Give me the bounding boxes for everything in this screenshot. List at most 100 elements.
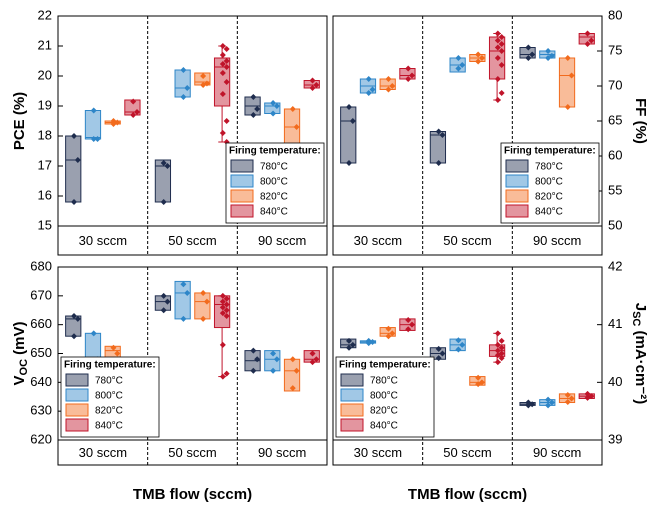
data-point: [475, 58, 482, 65]
data-point: [270, 110, 277, 117]
data-point: [200, 289, 207, 296]
data-point: [219, 130, 226, 136]
data-point: [405, 65, 412, 72]
data-point: [219, 310, 226, 317]
data-point: [164, 163, 171, 169]
legend-swatch: [65, 373, 89, 387]
data-point: [223, 295, 230, 302]
legend-swatch: [230, 159, 254, 173]
data-point: [545, 402, 552, 409]
data-point: [494, 55, 501, 61]
y-label-text: J: [632, 303, 649, 311]
data-point: [568, 395, 575, 402]
plot-frame: [332, 15, 603, 256]
data-point: [250, 367, 257, 374]
data-point: [74, 157, 81, 163]
data-point: [494, 347, 501, 354]
data-point: [545, 396, 552, 403]
category-label: 50 sccm: [443, 233, 491, 248]
data-point: [584, 394, 591, 401]
data-point: [160, 160, 167, 166]
data-point: [405, 317, 412, 324]
category-label: 30 sccm: [354, 233, 402, 248]
legend-label: 800°C: [260, 177, 288, 188]
data-point: [293, 367, 300, 374]
data-point: [584, 30, 591, 37]
data-point: [494, 30, 501, 37]
category-label: 90 sccm: [533, 233, 581, 248]
category-label: 30 sccm: [79, 233, 127, 248]
data-point: [223, 370, 230, 377]
data-point: [349, 341, 356, 348]
y-tick-label: 620: [30, 431, 52, 446]
data-point: [223, 301, 230, 308]
plot-frame: [57, 266, 328, 466]
data-point: [455, 337, 462, 344]
data-point: [133, 109, 140, 115]
data-point: [289, 385, 296, 392]
data-point: [219, 43, 226, 49]
data-point: [349, 118, 356, 124]
data-point: [90, 136, 97, 142]
y-label-text: PCE (%): [11, 92, 28, 150]
category-label: 50 sccm: [168, 445, 216, 460]
category-label: 50 sccm: [168, 233, 216, 248]
legend-label: 800°C: [95, 391, 123, 402]
data-point: [223, 64, 230, 70]
legend-swatch: [230, 174, 254, 188]
data-point: [203, 298, 210, 305]
data-point: [494, 76, 501, 82]
data-point: [405, 76, 412, 82]
data-point: [435, 160, 442, 166]
data-point: [548, 399, 555, 406]
y-tick-label: 680: [30, 258, 52, 273]
data-point: [289, 106, 296, 112]
y-tick-label: 55: [608, 182, 622, 197]
y-axis-label: PCE (%): [11, 92, 28, 150]
legend-label: 800°C: [370, 391, 398, 402]
y-tick-label: 22: [38, 7, 52, 22]
legend-swatch: [505, 159, 529, 173]
data-point: [459, 62, 466, 68]
data-point: [71, 313, 78, 320]
data-point: [475, 374, 482, 381]
data-point: [254, 106, 261, 112]
y-tick-label: 41: [608, 316, 622, 331]
data-point: [525, 55, 532, 61]
y-axis-label: FF (%): [632, 98, 649, 144]
data-point: [494, 352, 501, 359]
category-label: 90 sccm: [258, 233, 306, 248]
data-point: [408, 321, 415, 328]
data-point: [568, 72, 575, 79]
data-point: [385, 333, 392, 340]
data-point: [313, 82, 320, 88]
data-point: [584, 41, 591, 47]
legend-title: Firing temperature:: [229, 146, 321, 157]
data-point: [130, 98, 137, 105]
data-point: [180, 94, 187, 100]
legend-swatch: [340, 388, 364, 402]
data-point: [114, 350, 121, 357]
data-point: [545, 48, 552, 54]
data-point: [160, 307, 167, 314]
data-point: [223, 118, 230, 124]
data-point: [71, 199, 78, 205]
data-point: [498, 90, 505, 96]
legend-swatch: [505, 204, 529, 218]
legend-swatch: [340, 373, 364, 387]
data-point: [494, 359, 501, 366]
y-tick-label: 17: [38, 157, 52, 172]
x-axis-label: TMB flow (sccm): [133, 486, 252, 503]
data-point: [385, 325, 392, 332]
category-label: 30 sccm: [354, 445, 402, 460]
data-point: [498, 62, 505, 68]
y-tick-label: 39: [608, 431, 622, 446]
data-point: [564, 392, 571, 399]
legend-swatch: [340, 403, 364, 417]
data-point: [309, 359, 316, 366]
legend-box: [500, 142, 600, 224]
box: [558, 57, 576, 108]
data-point: [200, 82, 207, 88]
legend-label: 820°C: [95, 406, 123, 417]
